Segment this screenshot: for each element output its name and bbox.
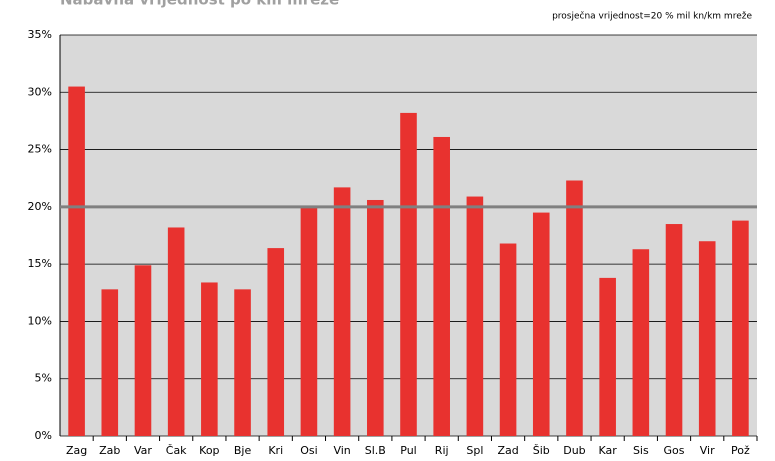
bar	[167, 227, 185, 436]
x-tick-label: Sis	[633, 444, 649, 457]
bar	[599, 277, 616, 436]
x-tick-label: Kop	[199, 444, 219, 457]
y-tick-label: 5%	[35, 372, 52, 385]
bar	[267, 248, 285, 436]
bar	[400, 112, 417, 436]
x-tick-label: Zad	[497, 444, 518, 457]
bar	[68, 86, 85, 437]
y-tick-label: 20%	[28, 200, 52, 213]
x-tick-label: Zag	[66, 444, 87, 457]
bar	[433, 136, 450, 436]
x-tick-label: Spl	[466, 444, 483, 457]
x-tick-label: Kar	[598, 444, 617, 457]
y-tick-label: 10%	[28, 314, 52, 327]
x-tick-label: Čak	[166, 444, 187, 457]
x-tick-label: Šib	[533, 444, 550, 457]
x-tick-label: Dub	[563, 444, 585, 457]
bar	[466, 196, 484, 436]
y-tick-label: 0%	[35, 429, 52, 442]
x-tick-label: Var	[134, 444, 152, 457]
x-tick-label: Osi	[300, 444, 317, 457]
x-tick-label: Zab	[99, 444, 120, 457]
y-tick-label: 15%	[28, 257, 52, 270]
bar	[566, 180, 583, 436]
annotation: prosječna vrijednost=20 % mil kn/km mrež…	[552, 11, 752, 22]
bar	[300, 206, 318, 436]
x-tick-label: Bje	[234, 444, 252, 457]
y-tick-label: 30%	[28, 85, 52, 98]
x-tick-label: Pož	[731, 444, 750, 457]
bar	[532, 212, 550, 436]
bar	[201, 282, 218, 436]
x-tick-label: Sl.B	[365, 444, 386, 457]
x-tick-label: Vir	[700, 444, 715, 457]
y-tick-label: 35%	[28, 28, 52, 41]
bar	[367, 199, 384, 436]
x-tick-label: Vin	[333, 444, 350, 457]
bar	[101, 289, 119, 436]
bar	[333, 187, 351, 436]
x-tick-label: Pul	[400, 444, 416, 457]
bar	[732, 220, 749, 436]
x-tick-label: Rij	[435, 444, 449, 457]
bar	[134, 265, 152, 436]
bar	[632, 249, 650, 436]
x-tick-label: Gos	[664, 444, 685, 457]
bar	[665, 224, 683, 436]
y-tick-label: 25%	[28, 143, 52, 156]
bar	[698, 241, 716, 436]
bar	[234, 289, 251, 436]
bar	[499, 243, 517, 436]
chart-title: Nabavna vrijednost po km mreže	[60, 0, 339, 9]
x-tick-label: Kri	[268, 444, 283, 457]
